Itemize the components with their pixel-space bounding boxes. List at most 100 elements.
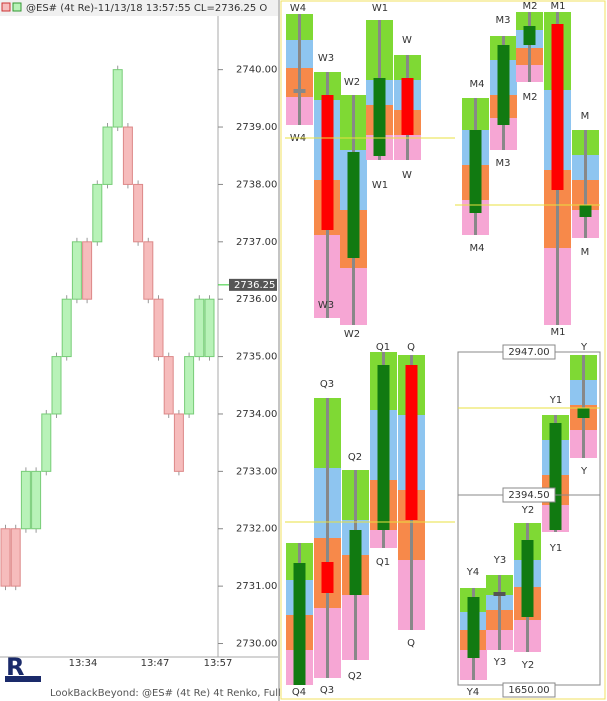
- chart-title: @ES# (4t Re)-11/13/18 13:57:55 CL=2736.2…: [26, 3, 267, 14]
- y-tick-label: 2731.00: [236, 581, 277, 592]
- candle-body: [497, 45, 510, 125]
- candle-body: [467, 597, 480, 658]
- renko-brick: [51, 356, 62, 415]
- candle-body: [293, 563, 306, 685]
- panel-frame: [280, 0, 606, 700]
- logo-bar: [5, 676, 41, 682]
- y-tick-label: 2732.00: [236, 524, 277, 535]
- bar-label: Q1: [376, 557, 390, 568]
- bar-label: Y: [580, 466, 588, 477]
- logo: R: [6, 653, 24, 681]
- bar-label: Y: [580, 342, 588, 353]
- candle-body: [377, 365, 390, 530]
- price-box: [502, 682, 556, 698]
- bar-label: M: [581, 111, 590, 122]
- y-tick-label: 2736.00: [236, 294, 277, 305]
- candle-body: [401, 78, 414, 135]
- bar-label: Q: [407, 342, 415, 353]
- icon[interactable]: [12, 2, 22, 12]
- candle-body: [349, 530, 362, 595]
- renko-brick: [173, 413, 184, 472]
- y-tick-label: 2740.00: [236, 65, 277, 76]
- bar-label: Q3: [320, 379, 334, 390]
- y-tick-label: 2730.00: [236, 639, 277, 650]
- y-tick-label: 2735.00: [236, 352, 277, 363]
- bar-label: W: [402, 35, 412, 46]
- bar-label: W4: [290, 3, 306, 14]
- candle-body: [347, 152, 360, 258]
- bar-label: M4: [470, 79, 485, 90]
- candle-body: [549, 423, 562, 530]
- bar-label: W1: [372, 3, 388, 14]
- renko-brick: [163, 356, 174, 415]
- last-price-label: 2736.25: [234, 280, 275, 291]
- renko-brick: [61, 298, 72, 358]
- y-tick-label: 2737.00: [236, 237, 277, 248]
- candle-body: [579, 205, 592, 217]
- bar-label: M4: [470, 243, 485, 254]
- bar-label: Q: [407, 638, 415, 649]
- candle-body: [469, 130, 482, 213]
- bar-label: Y3: [493, 657, 506, 668]
- renko-brick: [71, 241, 82, 300]
- renko-brick: [204, 298, 215, 358]
- y-tick-label: 2739.00: [236, 122, 277, 133]
- bar-label: W: [402, 170, 412, 181]
- bar-label: Y2: [521, 505, 534, 516]
- bar-label: Y4: [466, 687, 479, 698]
- price-box: [502, 344, 556, 360]
- x-tick-label: 13:34: [69, 658, 98, 669]
- bar-label: M2: [523, 92, 538, 103]
- x-tick-label: 13:47: [141, 658, 170, 669]
- renko-brick: [0, 528, 11, 587]
- footer: LookBackBeyond: @ES# (4t Re) 4t Renko, F…: [50, 688, 281, 699]
- renko-brick: [184, 356, 195, 415]
- bar-label: W2: [344, 329, 360, 340]
- bar-label: M2: [523, 1, 538, 12]
- bar-label: W2: [344, 77, 360, 88]
- price-box-label: 2947.00: [508, 347, 549, 358]
- candle-body: [521, 540, 534, 617]
- candle-body: [321, 562, 334, 593]
- renko-brick: [112, 69, 123, 128]
- bar-label: M3: [496, 158, 511, 169]
- renko-brick: [153, 298, 164, 358]
- header-bar: [0, 0, 278, 16]
- candle-body: [293, 89, 306, 93]
- price-box-label: 1650.00: [508, 685, 549, 696]
- bar-label: Y3: [493, 555, 506, 566]
- price-box: [502, 487, 556, 503]
- candle-body: [405, 365, 418, 520]
- bar-label: Q3: [320, 685, 334, 696]
- price-box-label: 2394.50: [508, 490, 549, 501]
- close-icon[interactable]: [1, 2, 11, 12]
- y-tick-label: 2738.00: [236, 179, 277, 190]
- bar-label: Q1: [376, 342, 390, 353]
- candle-body: [551, 24, 564, 190]
- renko-brick: [31, 470, 42, 530]
- bar-label: Q2: [348, 452, 362, 463]
- y-tick-label: 2733.00: [236, 466, 277, 477]
- renko-brick: [20, 470, 31, 530]
- bar-label: W1: [372, 180, 388, 191]
- bar-label: W3: [318, 300, 334, 311]
- bar-label: M1: [551, 1, 566, 12]
- bar-label: M: [581, 247, 590, 258]
- renko-brick: [102, 126, 113, 185]
- bar-label: Y4: [466, 567, 479, 578]
- renko-brick: [82, 241, 93, 300]
- renko-brick: [10, 528, 21, 587]
- renko-brick: [122, 126, 133, 185]
- candle-body: [577, 408, 590, 418]
- candle-body: [373, 78, 386, 156]
- last-price-box: [229, 278, 277, 291]
- bar-label: W3: [318, 53, 334, 64]
- renko-brick: [92, 183, 103, 243]
- bar-label: Q4: [292, 687, 306, 698]
- candle-body: [523, 26, 536, 45]
- bar-label: M1: [551, 327, 566, 338]
- bar-label: Q2: [348, 671, 362, 682]
- bar-label: Y1: [549, 543, 562, 554]
- renko-brick: [143, 241, 154, 300]
